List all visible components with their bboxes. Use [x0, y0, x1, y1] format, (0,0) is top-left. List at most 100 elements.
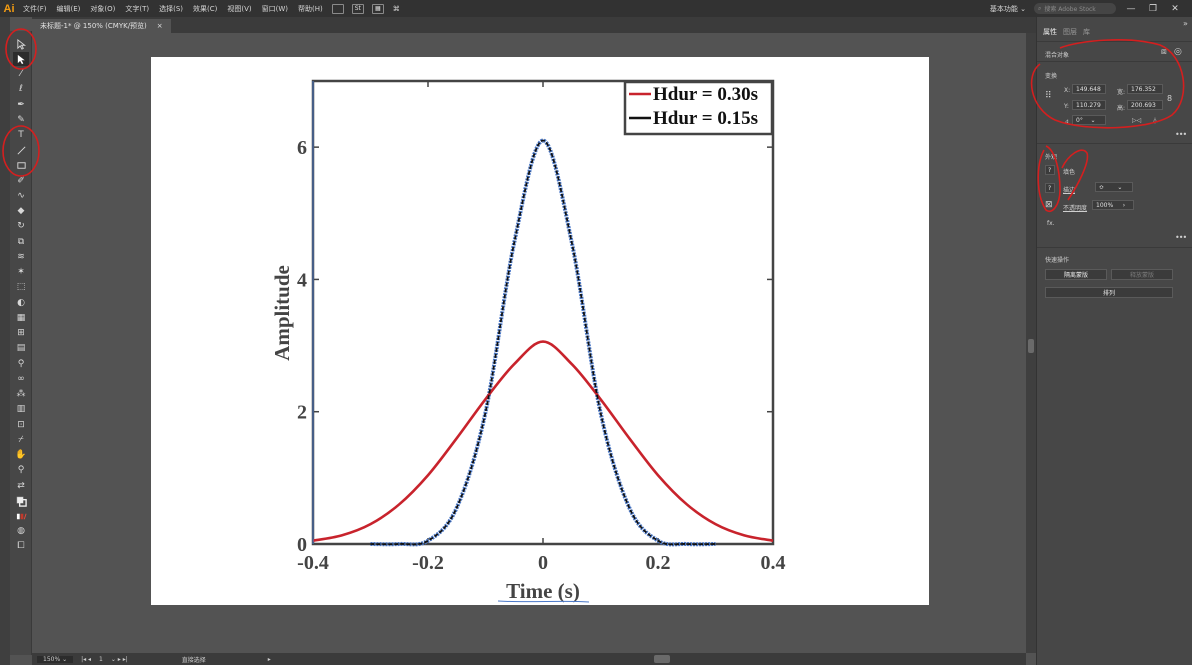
last-artboard-icon[interactable]: ⌄ ▸ ▸|	[110, 655, 128, 663]
appearance-more-options-icon[interactable]: •••	[1175, 233, 1187, 242]
menu-type[interactable]: 文字(T)	[125, 4, 150, 13]
magic-wand-tool-icon[interactable]: ⁄	[20, 69, 22, 79]
eraser-tool-icon[interactable]: ◆	[17, 206, 25, 216]
pen-tool-icon[interactable]: ✒	[17, 100, 25, 110]
stroke-label[interactable]: 描边	[1063, 187, 1076, 194]
direct-selection-tool-icon[interactable]	[13, 52, 29, 66]
line-segment-tool-icon[interactable]	[13, 143, 29, 157]
series-line-hdur-030[interactable]	[312, 340, 774, 542]
artboard-tool-icon[interactable]: ⊡	[17, 420, 25, 430]
flip-horizontal-icon[interactable]: ▷◁	[1132, 117, 1142, 124]
slice-tool-icon[interactable]: ⌿	[18, 435, 24, 445]
free-transform-tool-icon[interactable]: ⬚	[16, 282, 26, 292]
x-field[interactable]: 149.648	[1072, 84, 1106, 94]
rotate-field[interactable]: 0° ⌄	[1072, 115, 1106, 125]
isolate-mask-button[interactable]: 隔离蒙版	[1045, 269, 1107, 280]
menu-window[interactable]: 窗口(W)	[261, 4, 289, 13]
first-artboard-icon[interactable]: |◂ ◂	[81, 655, 92, 663]
mesh-tool-icon[interactable]: ⊞	[17, 328, 25, 338]
curvature-tool-icon[interactable]: ✎	[17, 115, 25, 125]
fill-swatch-icon[interactable]: ?	[1045, 165, 1055, 175]
selection-type-label: 混合对象	[1045, 52, 1070, 59]
constrain-proportions-icon[interactable]: 8	[1167, 94, 1173, 103]
close-tab-icon[interactable]: ×	[156, 22, 163, 30]
paintbrush-tool-icon[interactable]: ✐	[17, 176, 25, 186]
vertical-scrollbar[interactable]	[1026, 33, 1036, 653]
flip-vertical-icon[interactable]: ⏃	[1152, 118, 1159, 125]
zoom-tool-icon[interactable]: ⚲	[17, 465, 25, 475]
x-tick-label: 0.2	[646, 552, 671, 574]
symbol-sprayer-tool-icon[interactable]: ⁂	[16, 389, 26, 399]
y-field[interactable]: 110.279	[1072, 100, 1106, 110]
stock-icon[interactable]: St	[351, 3, 364, 14]
shaper-tool-icon[interactable]: ∿	[17, 191, 25, 201]
puppet-warp-tool-icon[interactable]: ✶	[17, 267, 25, 277]
bridge-icon[interactable]	[331, 3, 344, 14]
menu-object[interactable]: 对象(O)	[90, 4, 116, 13]
horizontal-scroll-thumb[interactable]	[654, 655, 670, 663]
gpu-performance-icon[interactable]: ⌘	[392, 4, 400, 13]
lasso-tool-icon[interactable]: ℓ	[19, 84, 23, 94]
color-mode-icon[interactable]	[13, 509, 29, 523]
vertical-scroll-thumb[interactable]	[1028, 339, 1034, 353]
perspective-grid-tool-icon[interactable]: ▦	[16, 313, 26, 323]
zoom-level-field[interactable]: 150% ⌄	[37, 655, 74, 663]
stock-search-field[interactable]: ⌕ 搜索 Adobe Stock	[1034, 3, 1116, 14]
transform-more-options-icon[interactable]: •••	[1175, 130, 1187, 139]
screen-mode-icon[interactable]: ⧠	[17, 541, 25, 551]
tools-panel: ⁄ ℓ ✒ ✎ T ✐ ∿ ◆ ↻ ⧉ ≋ ✶ ⬚ ◐ ▦ ⊞ ▤ ⚲ ∞ ⁂ …	[10, 31, 32, 655]
menu-select[interactable]: 选择(S)	[159, 4, 184, 13]
current-tool-label: 直接选择	[181, 656, 206, 664]
panel-divider	[1037, 41, 1192, 42]
menu-edit[interactable]: 编辑(E)	[56, 4, 81, 13]
stroke-weight-field[interactable]: ≎ ⌄	[1095, 182, 1133, 192]
tab-properties[interactable]: 属性	[1043, 28, 1057, 36]
restore-icon[interactable]: ❐	[1148, 3, 1158, 14]
menu-help[interactable]: 帮助(H)	[298, 4, 323, 13]
reference-point-icon[interactable]: ⠿	[1045, 91, 1052, 101]
eyedropper-tool-icon[interactable]: ⚲	[17, 359, 25, 369]
column-graph-tool-icon[interactable]: ▥	[16, 404, 26, 414]
artboard[interactable]: -0.4 -0.2 0 0.2 0.4 0 2 4 6 Hdur = 0.30s Hdur = 0…	[151, 57, 929, 605]
hand-tool-icon[interactable]: ✋	[15, 450, 27, 460]
tab-layers[interactable]: 图层	[1063, 28, 1077, 36]
blend-tool-icon[interactable]: ∞	[17, 374, 25, 384]
type-tool-icon[interactable]: T	[18, 130, 24, 140]
selection-tool-icon[interactable]	[13, 37, 29, 51]
fill-stroke-swatch-icon[interactable]	[13, 494, 29, 508]
arrange-documents-icon[interactable]: ▦	[371, 3, 384, 14]
isolate-icon[interactable]: ⧈	[1161, 47, 1167, 57]
rectangle-tool-icon[interactable]	[13, 158, 29, 172]
minimize-icon[interactable]: —	[1126, 3, 1136, 14]
scale-tool-icon[interactable]: ⧉	[17, 237, 25, 247]
close-window-icon[interactable]: ✕	[1171, 3, 1179, 14]
amplitude-time-chart[interactable]: -0.4 -0.2 0 0.2 0.4 0 2 4 6 Hdur = 0.30s Hdur = 0…	[151, 57, 929, 605]
release-mask-button[interactable]: 释放蒙版	[1111, 269, 1173, 280]
width-field[interactable]: 176.352	[1127, 84, 1163, 94]
fill-stroke-swap-icon[interactable]: ⇄	[17, 481, 25, 491]
height-field[interactable]: 200.693	[1127, 100, 1163, 110]
status-menu-icon[interactable]: ▸	[267, 655, 271, 663]
tab-libraries[interactable]: 库	[1083, 28, 1090, 36]
canvas-area[interactable]: -0.4 -0.2 0 0.2 0.4 0 2 4 6 Hdur = 0.30s Hdur = 0…	[32, 33, 1026, 653]
fx-button[interactable]: fx.	[1047, 220, 1055, 227]
width-tool-icon[interactable]: ≋	[17, 252, 25, 262]
panel-collapse-icon[interactable]: »	[1183, 19, 1188, 28]
opacity-field[interactable]: 100% ›	[1092, 200, 1134, 210]
panel-divider	[1037, 143, 1192, 144]
rotate-tool-icon[interactable]: ↻	[17, 221, 25, 231]
workspace-switcher[interactable]: 基本功能 ⌄	[989, 4, 1026, 13]
series-line-hdur-015[interactable]	[370, 139, 716, 546]
opacity-label[interactable]: 不透明度	[1063, 205, 1088, 212]
target-icon[interactable]: ◎	[1174, 47, 1182, 57]
document-tab[interactable]: 未标题-1* @ 150% (CMYK/预览) ×	[32, 19, 171, 33]
menu-view[interactable]: 视图(V)	[227, 4, 252, 13]
arrange-button[interactable]: 排列	[1045, 287, 1173, 298]
artboard-number-field[interactable]: 1	[99, 655, 103, 663]
menu-file[interactable]: 文件(F)	[23, 4, 47, 13]
shape-builder-tool-icon[interactable]: ◐	[17, 298, 25, 308]
stroke-swatch-icon[interactable]: ?	[1045, 183, 1055, 193]
gradient-tool-icon[interactable]: ▤	[16, 343, 26, 353]
menu-effect[interactable]: 效果(C)	[193, 4, 218, 13]
draw-mode-icon[interactable]: ◍	[17, 526, 25, 536]
